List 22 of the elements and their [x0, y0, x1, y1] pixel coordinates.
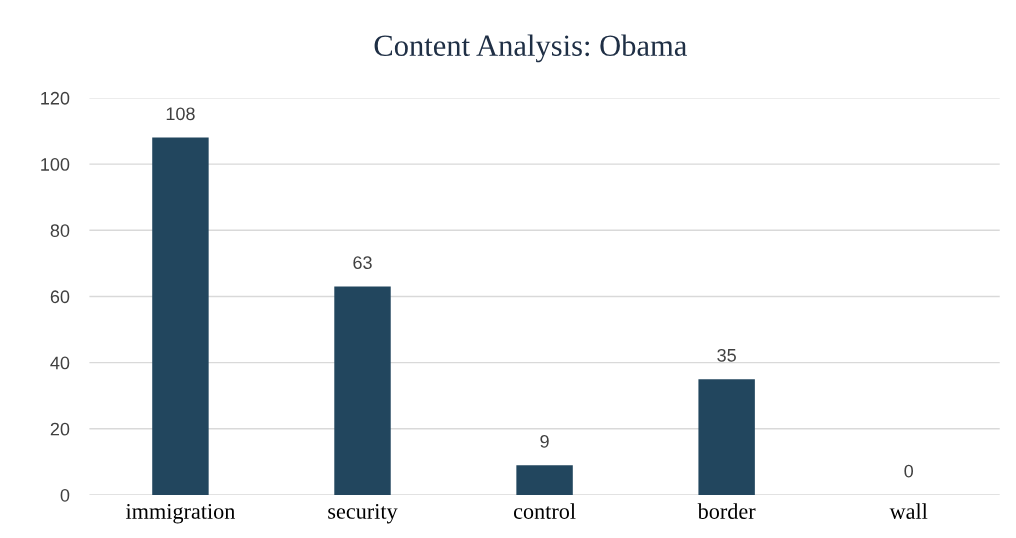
y-tick-label: 60: [50, 290, 70, 304]
y-tick-label: 120: [41, 91, 70, 105]
y-tick-label: 80: [50, 224, 70, 237]
data-label: 9: [540, 434, 549, 448]
x-tick-label: border: [697, 503, 756, 519]
bar: [152, 137, 209, 495]
data-label: 108: [166, 107, 195, 121]
data-label: 0: [904, 464, 914, 478]
x-tick-label: wall: [889, 503, 928, 519]
bar: [334, 286, 391, 495]
y-tick-label: 0: [60, 488, 70, 502]
y-tick-label: 40: [50, 356, 70, 370]
bar: [516, 465, 573, 495]
x-tick-label: control: [513, 503, 576, 519]
y-tick-label: 20: [50, 422, 70, 436]
data-label: 35: [717, 348, 736, 362]
data-label: 63: [353, 256, 372, 270]
x-tick-label: immigration: [125, 503, 236, 524]
x-tick-label: security: [328, 503, 398, 524]
chart-title: Content Analysis: Obama: [374, 34, 687, 63]
y-tick-label: 100: [41, 158, 70, 171]
bar: [698, 379, 755, 495]
